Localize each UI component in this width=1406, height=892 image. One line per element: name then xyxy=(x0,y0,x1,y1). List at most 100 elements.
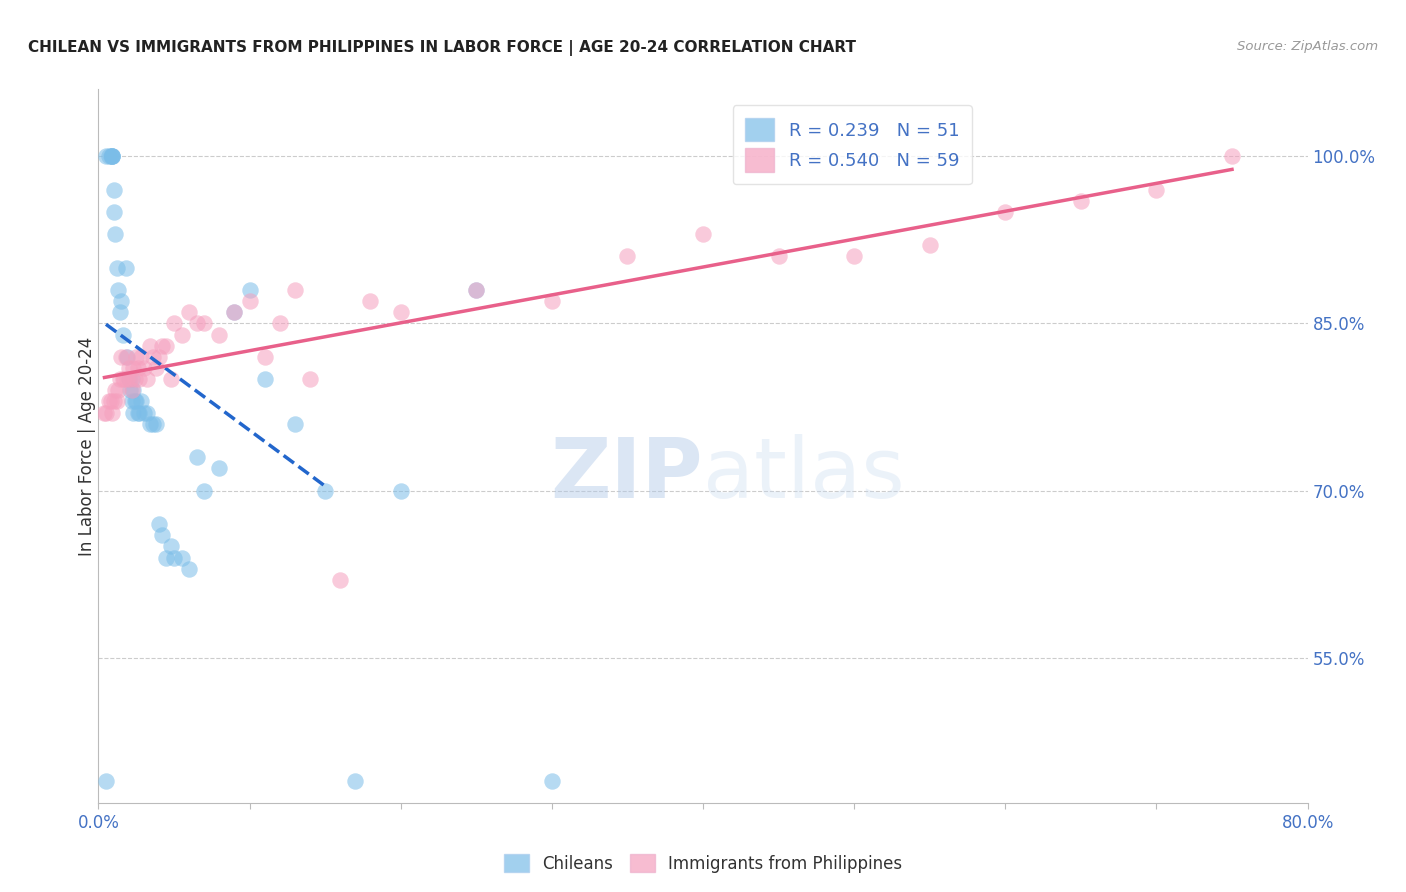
Point xyxy=(150,339,173,353)
Point xyxy=(314,483,336,498)
Point xyxy=(114,260,136,275)
Point xyxy=(128,372,150,386)
Legend: R = 0.239   N = 51, R = 0.540   N = 59: R = 0.239 N = 51, R = 0.540 N = 59 xyxy=(733,105,972,185)
Point xyxy=(118,361,141,376)
Point xyxy=(108,372,131,386)
Point xyxy=(135,372,157,386)
Point xyxy=(105,394,128,409)
Point xyxy=(208,461,231,475)
Point xyxy=(94,773,117,788)
Point xyxy=(122,361,145,376)
Point xyxy=(389,305,412,319)
Point xyxy=(108,305,131,319)
Point xyxy=(124,394,146,409)
Point xyxy=(145,417,167,431)
Point xyxy=(918,238,941,252)
Point xyxy=(844,250,866,264)
Point xyxy=(107,384,129,398)
Point xyxy=(110,350,132,364)
Point xyxy=(224,305,246,319)
Point xyxy=(465,283,488,297)
Point xyxy=(253,372,276,386)
Point xyxy=(208,327,231,342)
Point xyxy=(101,406,124,420)
Point xyxy=(115,350,138,364)
Point xyxy=(389,483,412,498)
Point xyxy=(101,149,124,163)
Point xyxy=(1144,183,1167,197)
Point xyxy=(142,417,165,431)
Point xyxy=(179,305,201,319)
Point xyxy=(118,372,141,386)
Point xyxy=(224,305,246,319)
Point xyxy=(115,372,138,386)
Point xyxy=(139,339,162,353)
Point xyxy=(107,283,129,297)
Point xyxy=(122,384,145,398)
Point xyxy=(125,350,148,364)
Point xyxy=(135,406,157,420)
Point xyxy=(94,406,117,420)
Point xyxy=(155,550,177,565)
Point xyxy=(299,372,322,386)
Point xyxy=(145,361,167,376)
Point xyxy=(269,317,291,331)
Point xyxy=(101,149,124,163)
Legend: Chileans, Immigrants from Philippines: Chileans, Immigrants from Philippines xyxy=(498,847,908,880)
Point xyxy=(125,394,148,409)
Point xyxy=(616,250,638,264)
Point xyxy=(1220,149,1243,163)
Point xyxy=(163,317,186,331)
Point xyxy=(101,149,124,163)
Point xyxy=(186,317,208,331)
Point xyxy=(148,517,170,532)
Point xyxy=(93,406,115,420)
Point xyxy=(344,773,367,788)
Point xyxy=(98,394,121,409)
Point xyxy=(170,327,193,342)
Point xyxy=(94,149,117,163)
Point xyxy=(128,406,150,420)
Text: CHILEAN VS IMMIGRANTS FROM PHILIPPINES IN LABOR FORCE | AGE 20-24 CORRELATION CH: CHILEAN VS IMMIGRANTS FROM PHILIPPINES I… xyxy=(28,40,856,56)
Point xyxy=(121,384,143,398)
Point xyxy=(103,205,125,219)
Point xyxy=(540,294,562,309)
Point xyxy=(132,361,155,376)
Point xyxy=(121,394,143,409)
Point xyxy=(139,417,162,431)
Point xyxy=(101,149,124,163)
Point xyxy=(193,317,215,331)
Point xyxy=(98,149,121,163)
Point xyxy=(112,372,135,386)
Point xyxy=(110,294,132,309)
Point xyxy=(104,384,127,398)
Point xyxy=(129,394,152,409)
Point xyxy=(114,350,136,364)
Point xyxy=(122,406,145,420)
Point xyxy=(160,539,183,553)
Point xyxy=(132,406,155,420)
Text: Source: ZipAtlas.com: Source: ZipAtlas.com xyxy=(1237,40,1378,54)
Point xyxy=(120,384,142,398)
Point xyxy=(360,294,382,309)
Point xyxy=(186,450,208,465)
Point xyxy=(103,394,125,409)
Text: ZIP: ZIP xyxy=(551,434,703,515)
Point xyxy=(160,372,183,386)
Point xyxy=(105,260,128,275)
Point xyxy=(170,550,193,565)
Point xyxy=(124,372,146,386)
Point xyxy=(100,149,122,163)
Point xyxy=(179,562,201,576)
Point xyxy=(127,361,149,376)
Y-axis label: In Labor Force | Age 20-24: In Labor Force | Age 20-24 xyxy=(79,336,96,556)
Text: atlas: atlas xyxy=(703,434,904,515)
Point xyxy=(239,283,262,297)
Point xyxy=(111,372,134,386)
Point xyxy=(127,406,149,420)
Point xyxy=(103,183,125,197)
Point xyxy=(193,483,215,498)
Point xyxy=(329,573,352,587)
Point xyxy=(104,227,127,242)
Point xyxy=(239,294,262,309)
